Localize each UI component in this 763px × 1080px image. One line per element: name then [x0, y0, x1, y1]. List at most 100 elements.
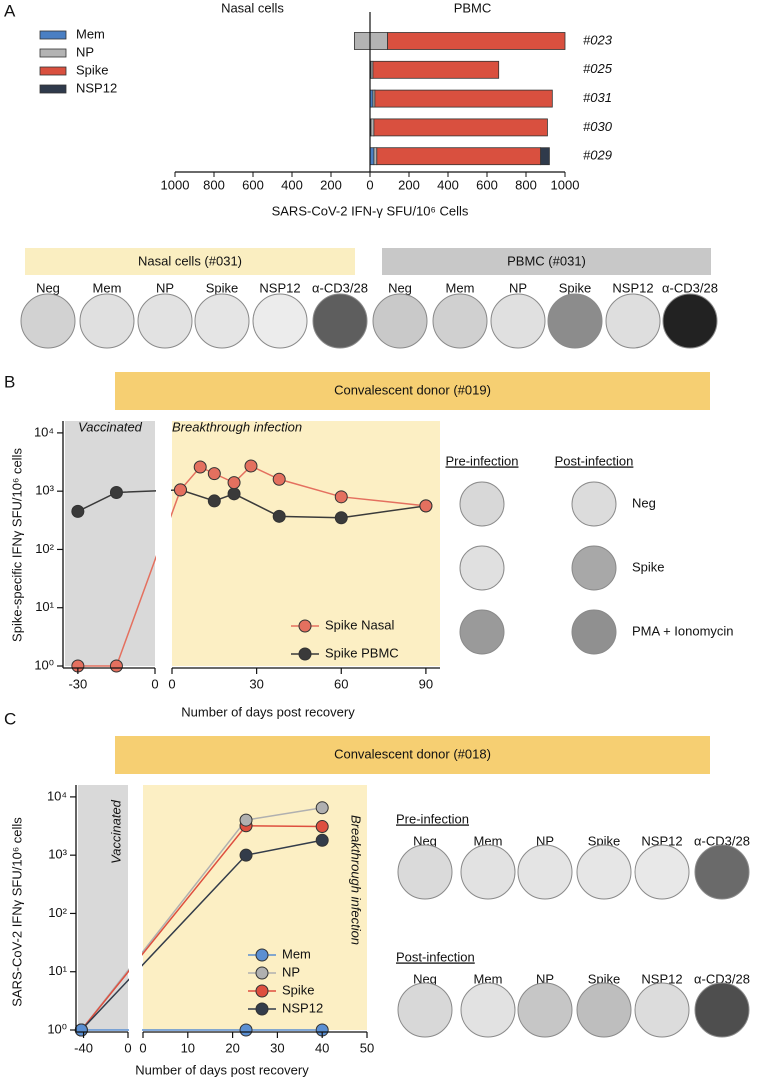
- legend-label: NP: [76, 44, 94, 59]
- annotation: Breakthrough infection: [349, 815, 364, 945]
- x-tick-label: 0: [124, 1040, 131, 1055]
- data-point: [315, 801, 329, 815]
- data-point: [227, 487, 241, 501]
- well-label: NP: [536, 833, 554, 848]
- legend-label: NP: [282, 964, 300, 979]
- well-row-label: PMA + Ionomycin: [632, 623, 734, 638]
- bar: [374, 89, 553, 108]
- well-label: Mem: [474, 971, 503, 986]
- well-label: Mem: [446, 280, 475, 295]
- well-label: Mem: [93, 280, 122, 295]
- chart-title: Convalescent donor (#019): [334, 382, 491, 397]
- bar: [372, 60, 500, 79]
- well-label: Spike: [588, 971, 621, 986]
- series-line: [77, 489, 426, 519]
- data-point: [334, 511, 348, 525]
- y-tick-label: 10⁴: [34, 424, 54, 439]
- x-axis-label: Number of days post recovery: [135, 1062, 309, 1077]
- y-tick-label: 10¹: [48, 963, 67, 978]
- panel-label: B: [4, 372, 15, 391]
- data-point: [109, 659, 123, 673]
- well-label: Spike: [206, 280, 239, 295]
- y-tick-label: 10⁴: [47, 788, 67, 803]
- data-point: [74, 1023, 88, 1037]
- well-label: α-CD3/28: [662, 280, 718, 295]
- well-row-header: Pre-infection: [396, 811, 469, 826]
- well-group-title: PBMC (#031): [507, 253, 586, 268]
- series-line: [77, 465, 426, 667]
- well-image: [547, 293, 603, 349]
- well-image: [79, 293, 135, 349]
- well-row-label: Spike: [632, 559, 665, 574]
- legend-marker: [298, 647, 312, 661]
- well-image: [397, 982, 453, 1038]
- well-image: [312, 293, 368, 349]
- panel-label: A: [4, 1, 16, 20]
- x-tick-label: 0: [151, 676, 158, 691]
- bar: [373, 147, 378, 166]
- well-label: NSP12: [641, 833, 682, 848]
- well-image: [397, 844, 453, 900]
- well-group-header: [382, 248, 711, 275]
- x-tick-label: 600: [242, 177, 264, 192]
- bar: [369, 32, 388, 50]
- well-row-header: Post-infection: [396, 949, 475, 964]
- legend-marker: [255, 948, 269, 962]
- well-image: [432, 293, 488, 349]
- x-axis-label: Number of days post recovery: [181, 704, 355, 719]
- well-image: [252, 293, 308, 349]
- well-image: [459, 545, 505, 591]
- x-tick-label: 0: [366, 177, 373, 192]
- legend-label: Spike Nasal: [325, 617, 394, 632]
- well-group-header: [25, 248, 355, 275]
- data-point: [239, 848, 253, 862]
- well-image: [571, 481, 617, 527]
- legend-label: Mem: [282, 946, 311, 961]
- x-tick-label: 40: [315, 1040, 329, 1055]
- data-point: [227, 476, 241, 490]
- x-tick-label: 20: [225, 1040, 239, 1055]
- well-image: [20, 293, 76, 349]
- bar: [353, 32, 371, 50]
- well-image: [634, 844, 690, 900]
- axis-break: [129, 779, 142, 1036]
- well-label: NSP12: [612, 280, 653, 295]
- annotation: Vaccinated: [78, 419, 143, 434]
- y-tick-label: 10²: [48, 905, 67, 920]
- legend-label: Mem: [76, 26, 105, 41]
- well-image: [576, 844, 632, 900]
- x-tick-label: 10: [181, 1040, 195, 1055]
- data-point: [244, 459, 258, 473]
- well-label: α-CD3/28: [312, 280, 368, 295]
- well-image: [459, 609, 505, 655]
- well-image: [662, 293, 718, 349]
- data-point: [207, 494, 221, 508]
- well-image: [576, 982, 632, 1038]
- bar: [373, 118, 548, 137]
- category-label: #030: [583, 119, 613, 134]
- x-tick-label: 30: [249, 676, 263, 691]
- data-point: [239, 1023, 253, 1037]
- well-row-label: Neg: [632, 495, 656, 510]
- legend-label: Spike PBMC: [325, 645, 399, 660]
- legend-label: Spike: [76, 62, 109, 77]
- data-point: [71, 504, 85, 518]
- legend-swatch: [39, 66, 67, 76]
- y-tick-label: 10³: [48, 847, 67, 862]
- well-image: [571, 609, 617, 655]
- axis-break: [156, 415, 171, 672]
- well-group-title: Nasal cells (#031): [138, 253, 242, 268]
- well-label: Neg: [413, 971, 437, 986]
- data-point: [207, 467, 221, 481]
- panel-label: C: [4, 709, 16, 728]
- x-axis-label: SARS-CoV-2 IFN-γ SFU/10⁶ Cells: [272, 203, 469, 218]
- well-image: [137, 293, 193, 349]
- side-title: PBMC: [454, 0, 492, 15]
- y-tick-label: 10¹: [35, 599, 54, 614]
- well-column-header: Pre-infection: [446, 453, 519, 468]
- well-label: Neg: [388, 280, 412, 295]
- legend-label: NSP12: [76, 80, 117, 95]
- x-tick-label: 30: [270, 1040, 284, 1055]
- x-tick-label: 50: [360, 1040, 374, 1055]
- y-axis-label: SARS-CoV-2 IFNγ SFU/10⁶ cells: [9, 817, 24, 1007]
